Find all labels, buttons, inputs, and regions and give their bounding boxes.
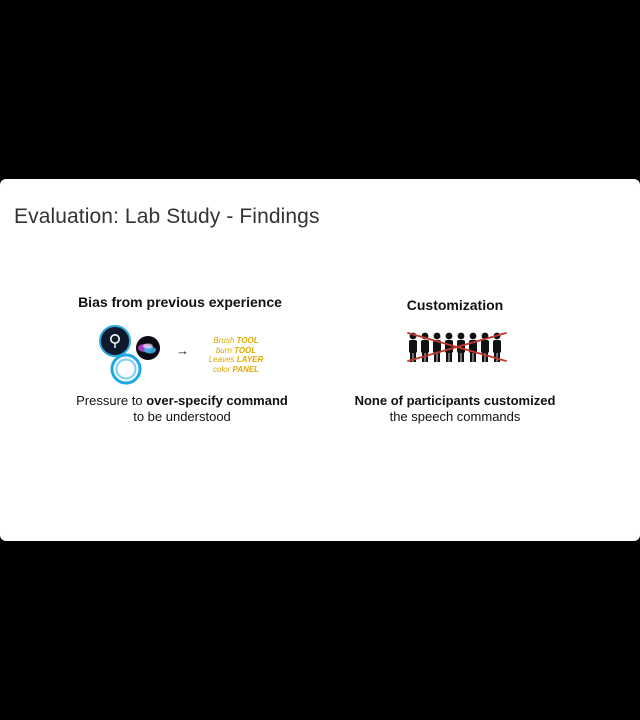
customization-description-line1: None of participants customized: [330, 393, 580, 409]
command-item: color PANEL: [196, 365, 276, 375]
bias-panel: Bias from previous experience: [50, 294, 310, 310]
alexa-icon: [110, 353, 142, 385]
arrow-icon: →: [176, 343, 189, 358]
voice-assistant-icons: [99, 325, 160, 385]
slide: Evaluation: Lab Study - Findings Bias fr…: [0, 179, 640, 541]
person-icon: [493, 332, 501, 362]
command-item: Leaves LAYER: [196, 355, 276, 365]
person-icon: [481, 332, 489, 362]
command-keyword: TOOL: [236, 336, 259, 345]
command-word: burn: [215, 345, 232, 355]
command-word: color: [212, 364, 231, 374]
bias-description: Pressure to over-specify command to be u…: [40, 393, 324, 425]
command-keyword: LAYER: [236, 355, 264, 364]
person-icon: [469, 332, 477, 362]
person-icon: [409, 332, 417, 362]
customization-heading: Customization: [406, 297, 504, 313]
bias-description-emphasis: over-specify command: [146, 393, 288, 408]
bias-description-line1: Pressure to over-specify command: [40, 393, 324, 409]
command-keyword: TOOL: [234, 345, 257, 355]
person-icon: [433, 332, 441, 362]
customization-description-line2: the speech commands: [389, 409, 521, 424]
customization-description: None of participants customized the spee…: [330, 393, 580, 425]
red-cross-icon: [407, 332, 507, 362]
customization-description-emphasis: None of participants customized: [354, 393, 556, 408]
command-keyword: PANEL: [232, 364, 260, 374]
person-icon: [445, 332, 453, 362]
bias-heading: Bias from previous experience: [78, 294, 282, 310]
bias-description-line2: to be understood: [133, 409, 231, 424]
cortana-icon: [99, 325, 131, 357]
command-item: burn TOOL: [196, 346, 276, 356]
command-word: Leaves: [208, 355, 235, 364]
customization-panel: Customization: [330, 297, 580, 313]
bias-description-prefix: Pressure to: [76, 393, 147, 408]
slide-title: Evaluation: Lab Study - Findings: [14, 205, 320, 228]
command-word: Brush: [213, 336, 235, 345]
command-list: Brush TOOL burn TOOL Leaves LAYER color …: [196, 336, 276, 374]
crossed-out-people-icon: [407, 332, 507, 362]
command-item: Brush TOOL: [196, 336, 276, 346]
siri-icon: [136, 336, 160, 360]
